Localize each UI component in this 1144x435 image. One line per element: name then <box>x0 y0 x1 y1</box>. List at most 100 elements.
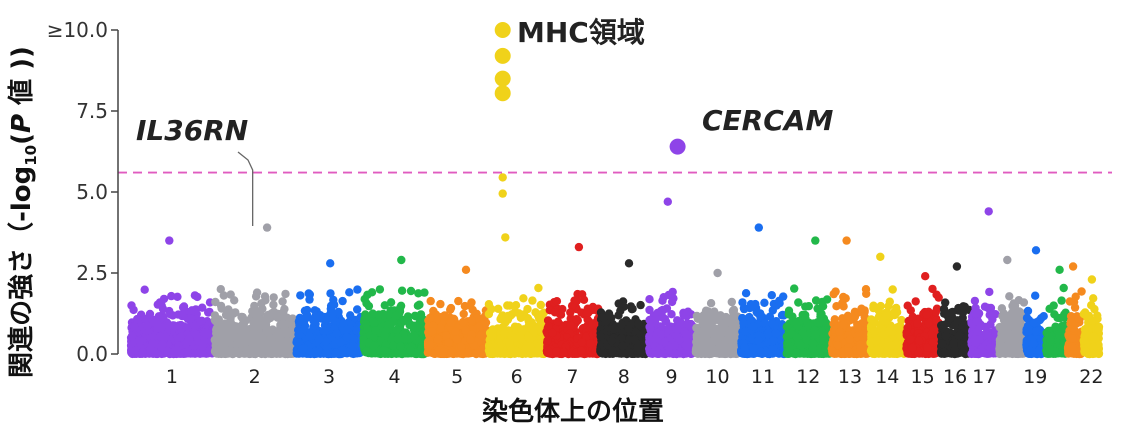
data-point <box>550 308 560 317</box>
data-point <box>552 347 561 356</box>
peak-point <box>501 233 510 242</box>
data-point <box>389 341 398 350</box>
data-point <box>633 343 642 352</box>
data-point <box>281 289 290 299</box>
data-point <box>392 325 401 334</box>
data-point <box>305 295 314 304</box>
data-point <box>460 301 470 311</box>
data-point <box>274 328 283 337</box>
data-point <box>256 340 266 349</box>
data-point <box>624 324 633 334</box>
data-point <box>164 321 173 330</box>
data-point <box>484 309 494 319</box>
data-point <box>459 309 468 319</box>
data-point <box>216 285 225 294</box>
data-point <box>588 319 597 329</box>
data-point <box>389 317 398 327</box>
data-point <box>598 349 607 358</box>
data-point <box>174 310 183 319</box>
peak-point <box>574 242 584 252</box>
data-point <box>572 296 582 305</box>
data-point <box>596 332 605 341</box>
data-point <box>234 348 243 357</box>
data-point <box>261 322 270 331</box>
data-point <box>141 314 150 324</box>
data-point <box>534 283 543 293</box>
data-point <box>488 325 498 334</box>
data-point <box>253 313 263 323</box>
data-point <box>525 342 535 351</box>
data-point <box>457 342 466 351</box>
peak-point <box>326 259 335 268</box>
data-point <box>466 335 475 344</box>
data-point <box>198 348 207 357</box>
data-point <box>511 301 521 310</box>
data-point <box>220 323 229 332</box>
data-point <box>436 323 445 333</box>
chromosome-8-points <box>596 259 652 359</box>
data-point <box>396 342 405 351</box>
data-point <box>246 331 255 340</box>
data-point <box>230 333 240 342</box>
data-point <box>428 327 437 336</box>
data-point <box>342 325 351 335</box>
data-point <box>142 321 152 330</box>
data-point <box>332 329 341 338</box>
data-point <box>484 300 494 309</box>
data-point <box>214 320 223 329</box>
data-point <box>204 308 213 317</box>
data-point <box>196 316 205 326</box>
data-point <box>380 301 389 310</box>
data-point <box>220 344 230 354</box>
data-point <box>582 308 592 317</box>
data-point <box>156 332 165 341</box>
data-point <box>536 300 545 310</box>
data-point <box>369 318 378 327</box>
data-point <box>577 346 586 355</box>
data-point <box>233 322 242 331</box>
data-point <box>305 332 314 341</box>
chromosome-9-points <box>645 197 698 359</box>
data-point <box>326 289 335 298</box>
chromosome-5-points <box>423 265 491 359</box>
data-point <box>362 347 371 356</box>
data-point <box>548 328 557 338</box>
data-point <box>278 297 287 306</box>
data-point <box>338 296 347 306</box>
data-point <box>269 300 278 309</box>
data-point <box>140 285 149 294</box>
data-point <box>219 291 228 300</box>
data-point <box>607 313 616 323</box>
data-point <box>267 334 276 343</box>
data-point <box>362 312 371 321</box>
data-point <box>193 292 202 302</box>
data-point <box>224 305 233 314</box>
data-point <box>191 330 201 339</box>
data-point <box>345 288 354 297</box>
data-point <box>523 304 532 314</box>
data-point <box>224 337 233 346</box>
data-point <box>211 297 220 307</box>
data-point <box>397 286 407 295</box>
data-point <box>187 306 197 315</box>
data-point <box>420 288 429 297</box>
data-point <box>226 290 235 299</box>
data-point <box>463 348 472 358</box>
data-point <box>452 335 462 344</box>
peak-point <box>262 223 272 232</box>
data-point <box>369 341 378 351</box>
data-point <box>559 348 568 357</box>
data-point <box>319 326 329 336</box>
data-point <box>414 319 424 329</box>
data-point <box>618 341 627 351</box>
data-point <box>566 308 575 317</box>
data-point <box>241 325 250 335</box>
data-point <box>152 318 161 328</box>
data-point <box>314 335 324 344</box>
data-point <box>375 285 385 294</box>
data-point <box>527 318 536 327</box>
data-point <box>487 332 496 341</box>
data-point <box>476 331 486 340</box>
data-point <box>269 293 278 302</box>
data-point <box>183 347 192 356</box>
